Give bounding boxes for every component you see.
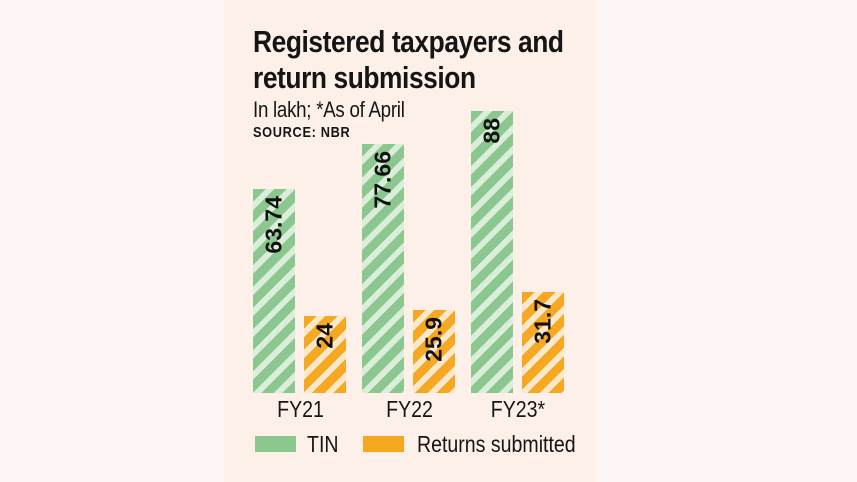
bar-tin-fy22: 77.66: [362, 144, 404, 393]
x-axis-label-fy23: FY23*: [458, 396, 578, 423]
bar-value-label: 63.74: [260, 196, 287, 254]
bar-value-label: 77.66: [369, 151, 396, 209]
legend-swatch-tin: [255, 436, 296, 452]
bar-value-label: 88: [478, 118, 505, 144]
x-axis-label-text: FY23*: [490, 396, 546, 422]
chart-source: SOURCE: NBR: [253, 124, 351, 141]
x-axis-label-text: FY22: [385, 396, 433, 422]
legend-swatch-returns-submitted: [363, 436, 404, 452]
bar-returns-fy22: 25.9: [413, 310, 455, 393]
chart-title: Registered taxpayers and return submissi…: [253, 24, 564, 95]
legend-label-returns-submitted: Returns submitted: [417, 431, 576, 457]
x-axis-label-text: FY21: [276, 396, 324, 422]
x-axis-label-fy21: FY21: [240, 396, 360, 423]
x-axis-label-fy22: FY22: [349, 396, 469, 423]
bar-value-label: 25.9: [420, 317, 447, 362]
chart-subtitle: In lakh; *As of April: [253, 97, 405, 122]
bar-returns-fy23: 31.7: [522, 292, 564, 393]
bar-value-label: 31.7: [529, 299, 556, 344]
bar-value-label: 24: [311, 323, 338, 349]
bar-returns-fy21: 24: [304, 316, 346, 393]
legend-label-tin: TIN: [307, 431, 339, 457]
bar-tin-fy21: 63.74: [253, 189, 295, 393]
bar-tin-fy23: 88: [471, 111, 513, 393]
